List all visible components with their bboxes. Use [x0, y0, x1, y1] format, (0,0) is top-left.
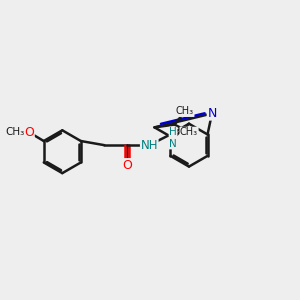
- Text: N: N: [207, 107, 217, 120]
- Text: O: O: [122, 159, 132, 172]
- Text: CH₃: CH₃: [5, 128, 24, 137]
- Text: H
N: H N: [169, 127, 177, 149]
- Text: NH: NH: [140, 139, 158, 152]
- Text: CH₃: CH₃: [176, 106, 194, 116]
- Text: O: O: [24, 126, 34, 139]
- Text: CH₃: CH₃: [180, 127, 198, 137]
